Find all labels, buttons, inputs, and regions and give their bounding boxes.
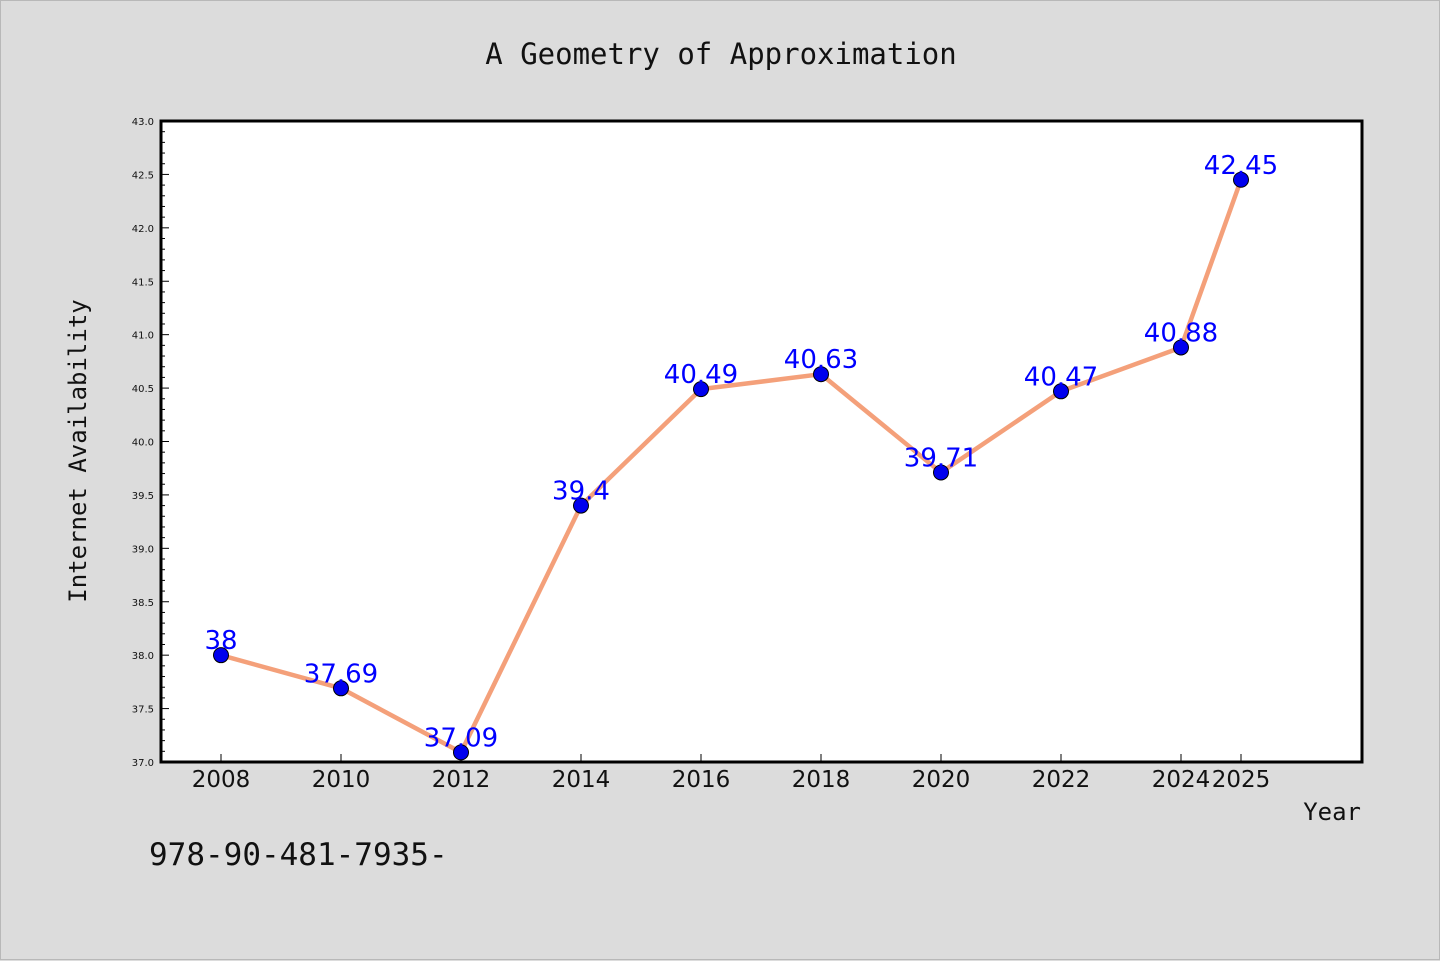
y-tick-label: 38.5 [132,598,154,609]
y-tick-label: 43.0 [132,117,154,128]
plot-area [159,119,1364,764]
y-axis: 37.0 37.5 38.0 38.5 39.0 39.5 40.0 40.5 41.0 41.5… [132,117,169,769]
data-point [333,680,349,697]
x-tick-label: 2012 [432,767,491,793]
data-label: 38 [204,626,237,656]
data-label: 39.71 [904,443,978,473]
x-tick-label: 2010 [312,767,371,793]
y-tick-label: 40.0 [132,438,154,449]
data-label: 37.69 [304,659,378,689]
y-tick-label: 37.5 [132,705,154,716]
data-point [573,497,589,514]
chart-title: A Geometry of Approximation [485,37,956,71]
y-axis-label: Internet Availability [64,299,92,602]
series-internet-availability [213,171,1249,761]
footer-isbn-text: 978-90-481-7935- [149,837,448,873]
data-point [1233,171,1249,188]
x-tick-label: 2016 [672,767,731,793]
x-tick-label: 2022 [1032,767,1091,793]
y-tick-label: 37.0 [132,758,154,769]
y-tick-label: 38.0 [132,651,154,662]
data-point [933,464,949,481]
x-tick-label: 2018 [792,767,851,793]
y-tick-label: 42.5 [132,170,154,181]
x-axis-label: Year [1303,798,1361,826]
series-line [218,177,1244,755]
x-axis: 2008 2010 2012 2014 2016 2018 2020 2022 2024 2025 [192,754,1271,793]
x-tick-label: 2014 [552,767,611,793]
x-tick-label: 2020 [912,767,971,793]
y-tick-label: 41.5 [132,277,154,288]
data-point [693,381,709,398]
y-tick-label: 40.5 [132,384,154,395]
data-point [213,647,229,664]
data-point [1173,339,1189,356]
x-tick-label: 2024 [1152,767,1211,793]
data-point [813,366,829,383]
y-tick-label: 42.0 [132,224,154,235]
data-label: 40.49 [664,360,738,390]
data-label: 40.63 [784,345,858,375]
data-labels: 38 37.69 37.09 39.4 40.49 40.63 39.71 40.47 40.8… [204,151,1278,754]
y-tick-label: 41.0 [132,331,154,342]
data-point [1053,383,1069,400]
data-label: 39.4 [552,477,610,507]
y-tick-label: 39.5 [132,491,154,502]
data-label: 42.45 [1204,151,1278,181]
x-tick-label: 2025 [1212,767,1271,793]
data-point [453,744,469,761]
x-tick-label: 2008 [192,767,251,793]
data-label: 40.88 [1144,318,1218,348]
data-label: 37.09 [424,723,498,753]
y-tick-label: 39.0 [132,544,154,555]
data-label: 40.47 [1024,362,1098,392]
